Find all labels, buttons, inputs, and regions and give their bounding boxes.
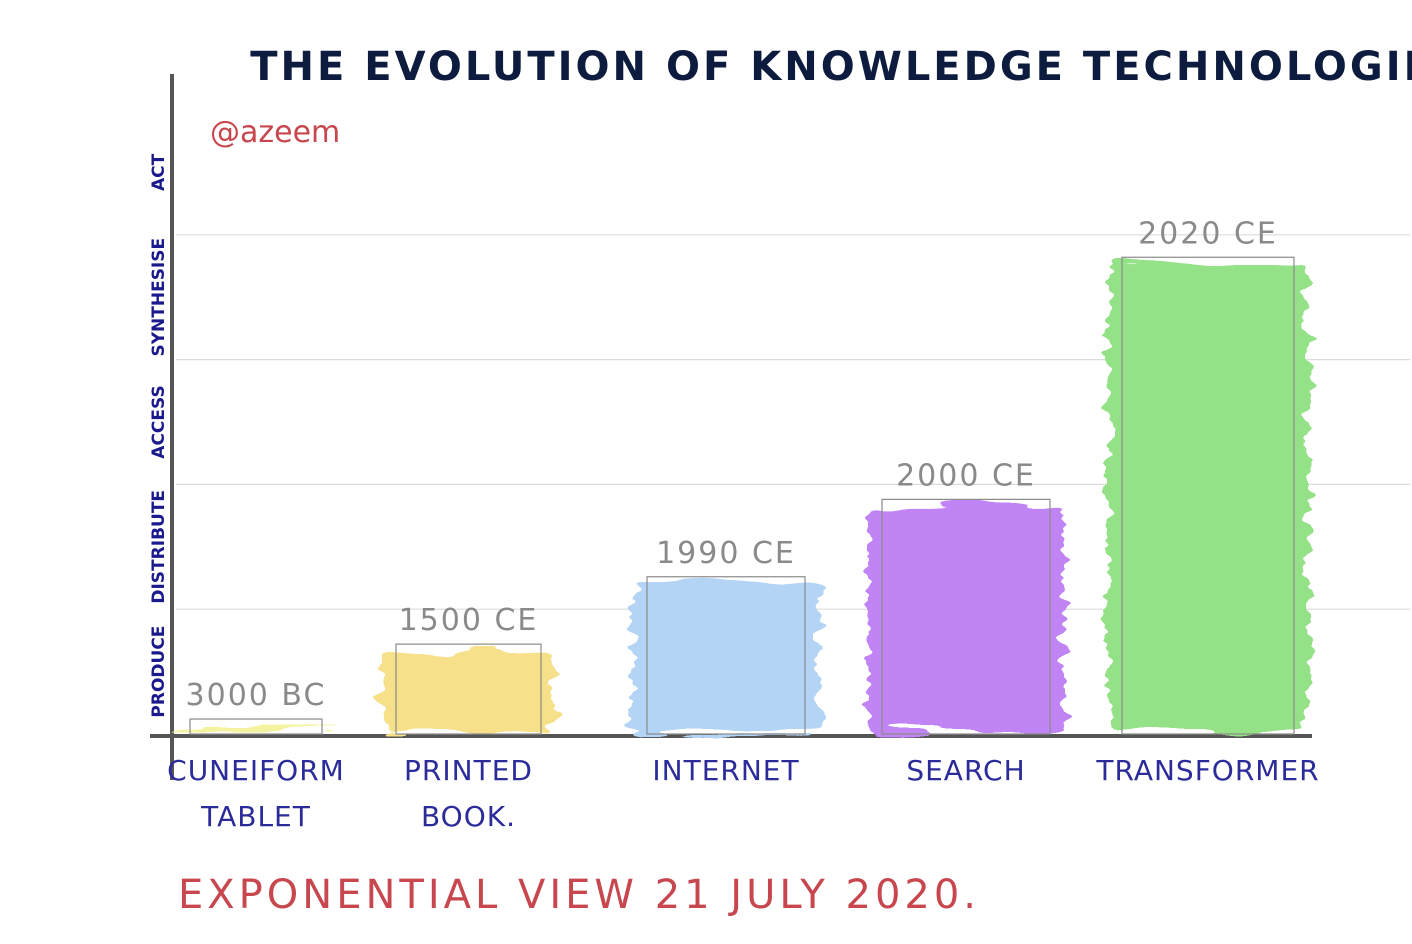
y-level-label-synthesise: SYNTHESISE <box>149 238 169 357</box>
bar-1 <box>176 718 336 735</box>
bar-outline-1 <box>189 718 323 735</box>
category-label-5: TRANSFORMER <box>1095 754 1319 787</box>
bar-fill-4 <box>868 505 1064 732</box>
y-level-label-access: ACCESS <box>149 385 169 458</box>
bars <box>176 256 1308 735</box>
bar-outline-4 <box>881 498 1051 735</box>
footer-text: EXPONENTIAL VIEW 21 JULY 2020. <box>178 872 980 918</box>
bar-fill-1 <box>176 725 336 732</box>
category-labels: CUNEIFORM TABLET PRINTED BOOK. INTERNET SEARC… <box>167 754 1319 833</box>
bar-fill-2 <box>382 650 555 732</box>
y-level-label-act: ACT <box>149 153 169 191</box>
date-label-1: 3000 BC <box>186 678 327 713</box>
category-label-1-line-2: TABLET <box>200 800 311 833</box>
category-label-2-line-1: PRINTED <box>404 754 533 787</box>
category-label-2-line-2: BOOK. <box>421 800 516 833</box>
bar-outline-3 <box>646 576 806 735</box>
category-label-3: INTERNET <box>652 754 799 787</box>
category-label-4: SEARCH <box>906 754 1025 787</box>
date-label-5: 2020 CE <box>1138 216 1278 251</box>
y-level-labels: PRODUCE DISTRIBUTE ACCESS SYNTHESISE ACT <box>149 153 169 717</box>
bar-3 <box>633 576 819 735</box>
bar-5 <box>1108 256 1308 735</box>
y-level-label-produce: PRODUCE <box>149 626 169 718</box>
bar-outline-5 <box>1121 256 1295 735</box>
bar-fill-3 <box>633 582 819 732</box>
y-level-label-distribute: DISTRIBUTE <box>149 490 169 604</box>
date-label-4: 2000 CE <box>896 458 1036 493</box>
bar-2 <box>382 643 555 735</box>
bar-outline-2 <box>395 643 542 735</box>
date-label-3: 1990 CE <box>656 536 796 571</box>
bar-fill-5 <box>1108 263 1308 732</box>
bar-4 <box>868 498 1064 735</box>
date-labels: 3000 BC 1500 CE 1990 CE 2000 CE 2020 CE <box>186 216 1278 713</box>
date-label-2: 1500 CE <box>399 603 539 638</box>
author-handle: @azeem <box>210 115 340 150</box>
category-label-1-line-1: CUNEIFORM <box>167 754 345 787</box>
chart-title: THE EVOLUTION OF KNOWLEDGE TECHNOLOGIES <box>250 44 1412 90</box>
